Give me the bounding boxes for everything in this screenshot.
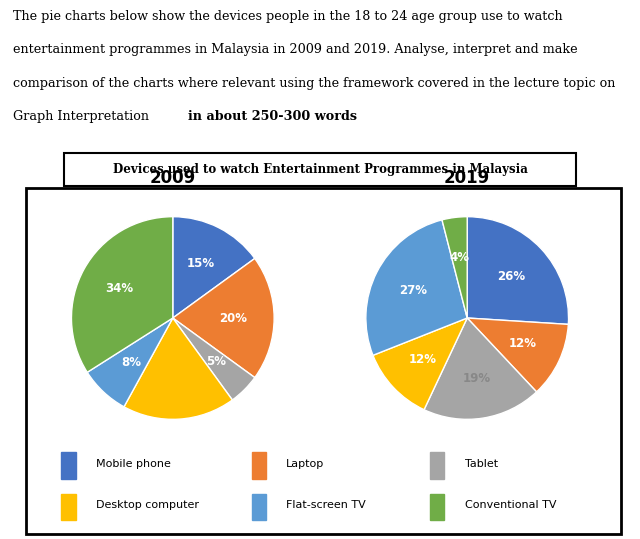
Text: Mobile phone: Mobile phone bbox=[96, 459, 171, 469]
Wedge shape bbox=[366, 220, 467, 355]
Wedge shape bbox=[467, 217, 568, 324]
Text: Devices used to watch Entertainment Programmes in Malaysia: Devices used to watch Entertainment Prog… bbox=[113, 163, 527, 176]
Text: Laptop: Laptop bbox=[286, 459, 324, 469]
Text: 4%: 4% bbox=[449, 251, 470, 264]
Title: 2019: 2019 bbox=[444, 169, 490, 187]
Bar bbox=[430, 453, 445, 479]
Text: Tablet: Tablet bbox=[465, 459, 498, 469]
Bar bbox=[252, 453, 266, 479]
Text: entertainment programmes in Malaysia in 2009 and 2019. Analyse, interpret and ma: entertainment programmes in Malaysia in … bbox=[13, 43, 577, 56]
Wedge shape bbox=[72, 217, 173, 372]
Wedge shape bbox=[173, 258, 274, 378]
Wedge shape bbox=[87, 318, 173, 407]
Wedge shape bbox=[442, 217, 467, 318]
FancyBboxPatch shape bbox=[26, 188, 621, 534]
Text: .: . bbox=[305, 110, 308, 123]
Text: Graph Interpretation: Graph Interpretation bbox=[13, 110, 153, 123]
Wedge shape bbox=[173, 318, 255, 400]
Text: 5%: 5% bbox=[206, 355, 226, 368]
Wedge shape bbox=[124, 318, 232, 419]
Text: 12%: 12% bbox=[409, 353, 437, 366]
Text: comparison of the charts where relevant using the framework covered in the lectu: comparison of the charts where relevant … bbox=[13, 77, 615, 89]
Text: 34%: 34% bbox=[106, 282, 134, 295]
Text: 12%: 12% bbox=[508, 337, 536, 350]
Title: 2009: 2009 bbox=[150, 169, 196, 187]
Text: 20%: 20% bbox=[220, 312, 248, 324]
Text: 27%: 27% bbox=[399, 284, 427, 297]
Text: Flat-screen TV: Flat-screen TV bbox=[286, 500, 366, 510]
FancyBboxPatch shape bbox=[64, 153, 576, 186]
Text: in about 250-300 words: in about 250-300 words bbox=[188, 110, 357, 123]
Bar bbox=[61, 453, 76, 479]
Bar bbox=[61, 494, 76, 521]
Wedge shape bbox=[173, 217, 255, 318]
Bar bbox=[252, 494, 266, 521]
Text: Desktop computer: Desktop computer bbox=[96, 500, 199, 510]
Wedge shape bbox=[373, 318, 467, 410]
Text: 8%: 8% bbox=[121, 356, 141, 369]
Text: Conventional TV: Conventional TV bbox=[465, 500, 556, 510]
Bar bbox=[430, 494, 445, 521]
Text: The pie charts below show the devices people in the 18 to 24 age group use to wa: The pie charts below show the devices pe… bbox=[13, 10, 563, 23]
Wedge shape bbox=[424, 318, 536, 419]
Text: 15%: 15% bbox=[186, 257, 214, 271]
Wedge shape bbox=[467, 318, 568, 392]
Text: 26%: 26% bbox=[497, 270, 525, 283]
Text: 19%: 19% bbox=[463, 371, 491, 384]
Text: 18%: 18% bbox=[163, 372, 191, 385]
